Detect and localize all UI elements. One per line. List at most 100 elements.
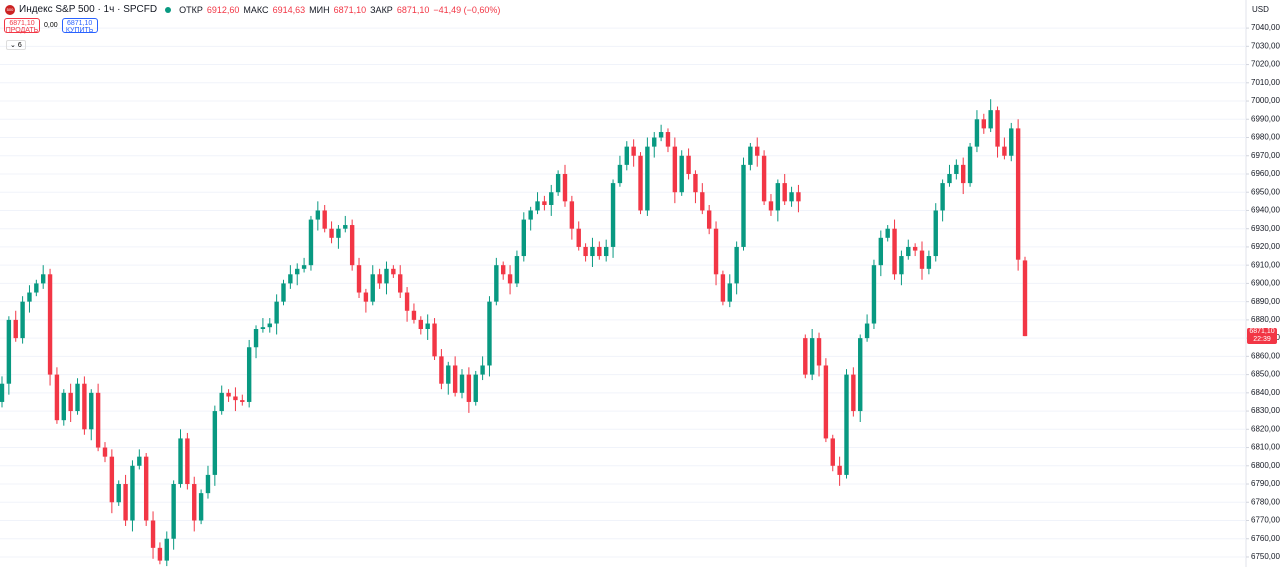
ohlc-label: МИН [309, 4, 330, 15]
ohlc-label: ЗАКР [370, 4, 393, 15]
candle-body [597, 246, 602, 257]
candle-body [844, 374, 849, 475]
candle-body [638, 155, 643, 211]
y-tick-label: 6790,00 [1251, 479, 1280, 488]
candle-body [830, 438, 835, 466]
candle-body [1022, 260, 1028, 337]
y-tick-label: 6780,00 [1251, 497, 1280, 506]
candle-body [480, 365, 485, 375]
ohlc-value: 6871,10 [396, 4, 430, 15]
candle-body [75, 383, 80, 412]
candle-body [768, 201, 774, 211]
candle-body [693, 173, 698, 193]
sell-button[interactable]: 6871,10 ПРОДАТЬ [4, 18, 40, 34]
candle-body [706, 210, 712, 229]
candle-body [95, 392, 101, 448]
y-tick-label: 6960,00 [1251, 169, 1280, 178]
candle-body [947, 173, 952, 184]
y-tick-label: 6840,00 [1251, 388, 1280, 397]
candle-body [308, 219, 314, 266]
candle-body [755, 146, 760, 156]
candle-body [727, 283, 732, 302]
candle-body [27, 292, 32, 302]
candle-body [240, 400, 245, 402]
y-tick-label: 6950,00 [1251, 187, 1280, 196]
buy-label: КУПИТЬ [65, 27, 94, 34]
candle-body [288, 274, 293, 284]
candle-body [803, 338, 808, 375]
candle-body [528, 210, 533, 220]
candle-body [411, 310, 417, 320]
y-tick-label: 6760,00 [1251, 534, 1280, 543]
y-tick-label: 6930,00 [1251, 224, 1280, 233]
candle-body [954, 164, 959, 174]
candle-body [782, 183, 787, 202]
candle-body [507, 274, 513, 284]
spread: 0,00 [44, 22, 58, 29]
candle-body [315, 210, 321, 220]
last-time: 22:39 [1253, 336, 1271, 344]
candle-body [329, 228, 334, 238]
candle-body [919, 250, 925, 269]
candle-body [157, 547, 163, 561]
candle-body [487, 301, 492, 366]
candle-body [54, 374, 60, 421]
candle-body [226, 392, 231, 397]
candle-body [349, 225, 355, 266]
candle-body [569, 201, 575, 229]
y-tick-label: 6830,00 [1251, 406, 1280, 415]
ohlc-value: 6914,63 [272, 4, 306, 15]
candle-body [20, 301, 25, 339]
candle-body [610, 183, 616, 247]
candle-body [686, 155, 691, 174]
candle-body [837, 465, 842, 475]
candle-body [439, 356, 444, 384]
ohlc-value: 6912,60 [206, 4, 240, 15]
y-tick-label: 6980,00 [1251, 133, 1280, 142]
candle-body [219, 392, 224, 412]
candle-body [418, 319, 424, 330]
y-tick-label: 6910,00 [1251, 260, 1280, 269]
candle-body [1015, 128, 1021, 260]
candle-body [542, 201, 547, 205]
buy-price: 6871,10 [66, 20, 93, 27]
candle-body [377, 274, 382, 284]
candle-body [720, 274, 726, 302]
status-dot [165, 6, 172, 13]
candle-body [34, 283, 39, 293]
candle-body [1009, 128, 1014, 156]
candle-body [851, 374, 856, 412]
candle-body [473, 374, 478, 402]
candle-body [164, 538, 169, 561]
candle-body [253, 329, 259, 348]
y-tick-label: 7010,00 [1251, 78, 1280, 87]
candle-body [150, 520, 156, 548]
candle-body [761, 155, 767, 202]
candle-body [981, 119, 987, 129]
candle-body [212, 411, 218, 475]
candle-body [391, 268, 396, 275]
candle-body [775, 183, 781, 211]
candle-body [624, 146, 629, 165]
candle-body [816, 338, 822, 366]
candle-body [583, 246, 588, 257]
candle-body [734, 246, 739, 284]
candle-body [961, 164, 966, 184]
candle-body [336, 228, 341, 238]
y-tick-label: 6810,00 [1251, 443, 1280, 452]
candle-body [967, 146, 973, 184]
candle-body [1002, 146, 1007, 156]
candle-body [246, 347, 252, 402]
candle-body [631, 146, 636, 156]
candle-body [370, 274, 375, 302]
candle-body [404, 292, 410, 311]
candle-body [535, 201, 540, 211]
indicators-toggle[interactable]: ⌄ 6 [6, 40, 26, 50]
buy-button[interactable]: 6871,10 КУПИТЬ [61, 18, 98, 34]
candle-body [700, 192, 705, 211]
currency: USD [1252, 5, 1269, 14]
candle-body [555, 173, 561, 193]
symbol-title[interactable]: Индекс S&P 500 · 1ч · SPCFD [19, 4, 158, 15]
trade-panel: 6871,10 ПРОДАТЬ 0,00 6871,10 КУПИТЬ [4, 18, 98, 34]
